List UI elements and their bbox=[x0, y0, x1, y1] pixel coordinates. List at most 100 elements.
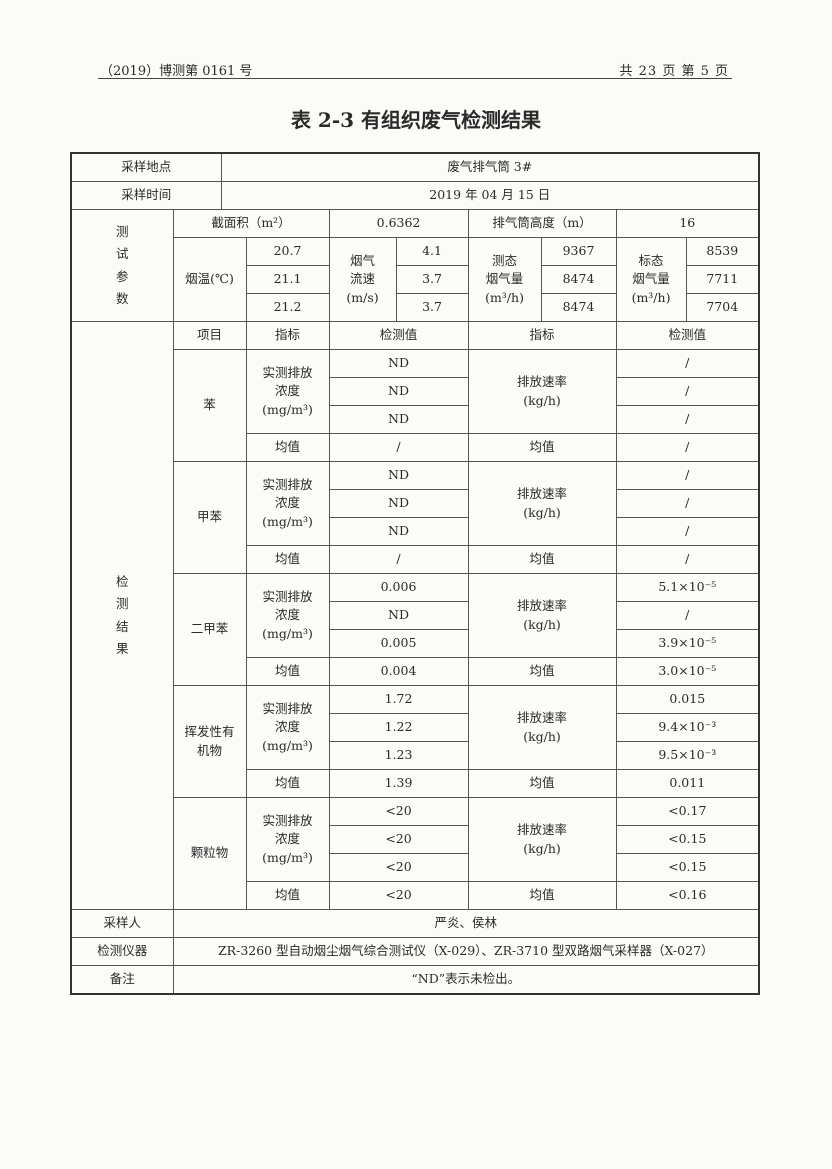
pollutant-row: 0.005 3.9×10⁻⁵ bbox=[71, 629, 760, 658]
concentration-value: ND bbox=[328, 601, 469, 630]
mean-label: 均值 bbox=[467, 769, 617, 798]
mean-row: 均值 0.004 均值 3.0×10⁻⁵ bbox=[71, 657, 760, 686]
concentration-value: ND bbox=[328, 461, 469, 490]
mean-label: 均值 bbox=[467, 545, 617, 574]
concentration-value: 0.006 bbox=[328, 573, 469, 602]
emission-rate-value: <0.15 bbox=[615, 825, 760, 854]
concentration-label: 实测排放 浓度 (mg/m³) bbox=[245, 797, 330, 882]
actual-flow-label: 测态 烟气量 (m³/h) bbox=[467, 237, 542, 322]
sampler-row: 采样人 严炎、侯林 bbox=[70, 909, 760, 938]
concentration-value: <20 bbox=[328, 825, 469, 854]
concentration-value: ND bbox=[328, 377, 469, 406]
emission-rate-label: 排放速率 (kg/h) bbox=[467, 349, 617, 434]
params-row: 21.2 3.7 8474 7704 bbox=[71, 293, 760, 322]
concentration-value: 1.23 bbox=[328, 741, 469, 770]
pollutant-row: ND / bbox=[71, 377, 760, 406]
emission-rate-value: / bbox=[615, 489, 760, 518]
temp-value: 21.1 bbox=[245, 265, 330, 294]
temp-label: 烟温(℃) bbox=[172, 237, 247, 322]
std-flow-value: 7704 bbox=[685, 293, 760, 322]
emission-rate-value: / bbox=[615, 377, 760, 406]
header-divider bbox=[98, 78, 732, 79]
note-label: 备注 bbox=[70, 965, 174, 995]
time-value: 2019 年 04 月 15 日 bbox=[220, 181, 760, 210]
concentration-value: ND bbox=[328, 349, 469, 378]
temp-value: 20.7 bbox=[245, 237, 330, 266]
concentration-value: ND bbox=[328, 517, 469, 546]
emission-rate-mean: <0.16 bbox=[615, 881, 760, 910]
pollutant-row: 颗粒物 实测排放 浓度 (mg/m³) <20 排放速率 (kg/h) <0.17 bbox=[71, 797, 760, 910]
emission-rate-label: 排放速率 (kg/h) bbox=[467, 797, 617, 882]
pollutant-row: ND / bbox=[71, 489, 760, 518]
params-section-label: 测 试 参 数 bbox=[70, 209, 174, 322]
mean-label: 均值 bbox=[467, 881, 617, 910]
actual-flow-value: 8474 bbox=[540, 293, 617, 322]
pollutant-row: 挥发性有 机物 实测排放 浓度 (mg/m³) 1.72 排放速率 (kg/h) 0.0… bbox=[71, 685, 760, 798]
concentration-label: 实测排放 浓度 (mg/m³) bbox=[245, 349, 330, 434]
instrument-label: 检测仪器 bbox=[70, 937, 174, 966]
time-label: 采样时间 bbox=[70, 181, 222, 210]
note-row: 备注 “ND”表示未检出。 bbox=[70, 965, 760, 995]
concentration-label: 实测排放 浓度 (mg/m³) bbox=[245, 461, 330, 546]
velocity-label: 烟气 流速 (m/s) bbox=[328, 237, 397, 322]
pollutant-name: 挥发性有 机物 bbox=[172, 685, 247, 798]
stack-height-label: 排气筒高度（m） bbox=[467, 209, 617, 238]
report-number: （2019）博测第 0161 号 bbox=[100, 64, 253, 79]
emission-rate-value: 9.4×10⁻³ bbox=[615, 713, 760, 742]
header-indicator: 指标 bbox=[245, 321, 330, 350]
pollutant-name: 二甲苯 bbox=[172, 573, 247, 686]
pollutant-row: <20 <0.15 bbox=[71, 825, 760, 854]
pollutant-row: ND / bbox=[71, 405, 760, 434]
emission-rate-label: 排放速率 (kg/h) bbox=[467, 573, 617, 658]
emission-rate-value: / bbox=[615, 349, 760, 378]
results-section-label: 检 测 结 果 bbox=[70, 321, 174, 910]
params-row: 烟温(℃) 20.7 烟气 流速 (m/s) 4.1 测态 烟气量 (m³/h) 9367… bbox=[71, 237, 760, 322]
pollutant-row: 苯实测排放 浓度 (mg/m³) ND 排放速率 (kg/h) / bbox=[71, 349, 760, 462]
concentration-mean: 1.39 bbox=[328, 769, 469, 798]
emission-rate-value: <0.15 bbox=[615, 853, 760, 882]
stack-height-value: 16 bbox=[615, 209, 760, 238]
emission-rate-value: / bbox=[615, 517, 760, 546]
emission-rate-value: / bbox=[615, 405, 760, 434]
emission-rate-value: 3.9×10⁻⁵ bbox=[615, 629, 760, 658]
pollutant-row: 二甲苯 实测排放 浓度 (mg/m³) 0.006 排放速率 (kg/h) 5.1×10… bbox=[71, 573, 760, 686]
actual-flow-value: 8474 bbox=[540, 265, 617, 294]
emission-rate-value: 5.1×10⁻⁵ bbox=[615, 573, 760, 602]
pollutant-row: ND / bbox=[71, 601, 760, 630]
instrument-row: 检测仪器 ZR-3260 型自动烟尘烟气综合测试仪（X-029）、ZR-3710 … bbox=[70, 937, 760, 966]
sampler-label: 采样人 bbox=[70, 909, 174, 938]
pollutant-row: 1.22 9.4×10⁻³ bbox=[71, 713, 760, 742]
velocity-value: 4.1 bbox=[395, 237, 469, 266]
emission-rate-value: / bbox=[615, 461, 760, 490]
table-title: 表 2-3 有组织废气检测结果 bbox=[290, 108, 542, 132]
area-value: 0.6362 bbox=[328, 209, 469, 238]
velocity-value: 3.7 bbox=[395, 293, 469, 322]
concentration-value: <20 bbox=[328, 853, 469, 882]
params-row: 21.1 3.7 8474 7711 bbox=[71, 265, 760, 294]
emission-rate-mean: 3.0×10⁻⁵ bbox=[615, 657, 760, 686]
location-value: 废气排气筒 3# bbox=[220, 152, 760, 182]
header-value: 检测值 bbox=[328, 321, 469, 350]
pollutant-name: 颗粒物 bbox=[172, 797, 247, 910]
emission-rate-mean: / bbox=[615, 433, 760, 462]
concentration-label: 实测排放 浓度 (mg/m³) bbox=[245, 573, 330, 658]
concentration-value: <20 bbox=[328, 797, 469, 826]
emission-rate-label: 排放速率 (kg/h) bbox=[467, 461, 617, 546]
concentration-mean: / bbox=[328, 433, 469, 462]
header-item: 项目 bbox=[172, 321, 247, 350]
emission-rate-value: 0.015 bbox=[615, 685, 760, 714]
note-value: “ND”表示未检出。 bbox=[172, 965, 760, 995]
time-row: 采样时间 2019 年 04 月 15 日 bbox=[70, 181, 760, 210]
concentration-value: 0.005 bbox=[328, 629, 469, 658]
emission-rate-value: 9.5×10⁻³ bbox=[615, 741, 760, 770]
area-label: 截面积（m²） bbox=[172, 209, 330, 238]
header-value: 检测值 bbox=[615, 321, 760, 350]
concentration-mean: <20 bbox=[328, 881, 469, 910]
mean-label: 均值 bbox=[245, 433, 330, 462]
actual-flow-value: 9367 bbox=[540, 237, 617, 266]
concentration-label: 实测排放 浓度 (mg/m³) bbox=[245, 685, 330, 770]
concentration-value: 1.72 bbox=[328, 685, 469, 714]
velocity-value: 3.7 bbox=[395, 265, 469, 294]
std-flow-value: 8539 bbox=[685, 237, 760, 266]
mean-label: 均值 bbox=[245, 769, 330, 798]
